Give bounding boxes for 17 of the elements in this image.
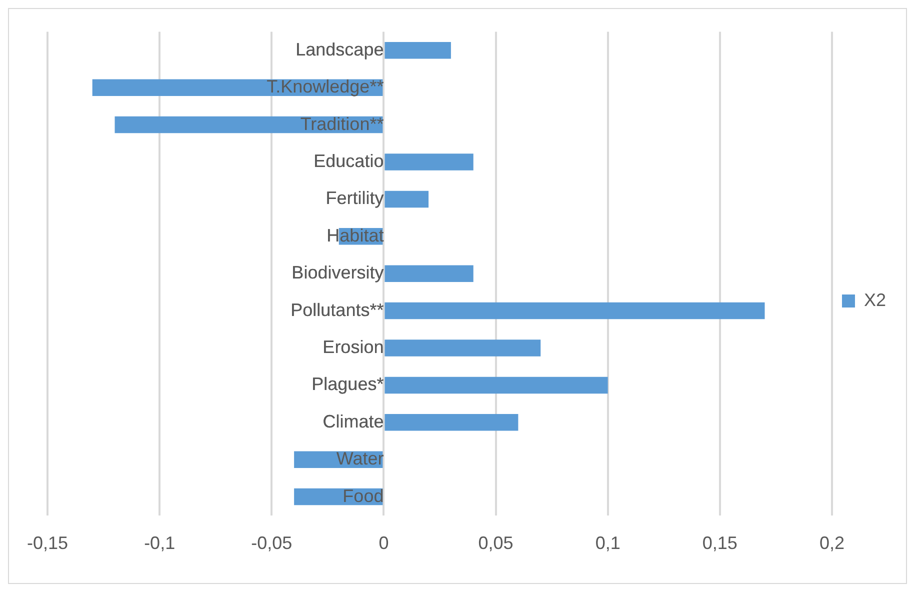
y-tick-label: Fertility [326, 188, 384, 208]
x-tick-label: 0,05 [478, 533, 514, 554]
y-tick-label: Plagues* [312, 374, 384, 394]
legend-label: X2 [864, 290, 886, 310]
x-tick-label: -0,1 [144, 533, 176, 554]
y-tick-label: Educatio [314, 150, 384, 171]
y-tick-label: Landscape [296, 39, 384, 60]
x-tick-label: -0,05 [251, 533, 292, 554]
y-tick-label: Biodiversity [292, 262, 384, 283]
x-tick-label: 0,1 [595, 533, 620, 554]
y-tick-label: Climate [322, 411, 384, 432]
x-tick-label: 0 [378, 533, 389, 554]
x-tick-label: 0,15 [702, 533, 738, 554]
y-tick-label: Pollutants** [290, 300, 384, 320]
x-tick-label: 0,2 [819, 533, 844, 554]
x-tick-label: -0,15 [27, 533, 68, 554]
y-tick-label: Erosion [322, 336, 384, 357]
